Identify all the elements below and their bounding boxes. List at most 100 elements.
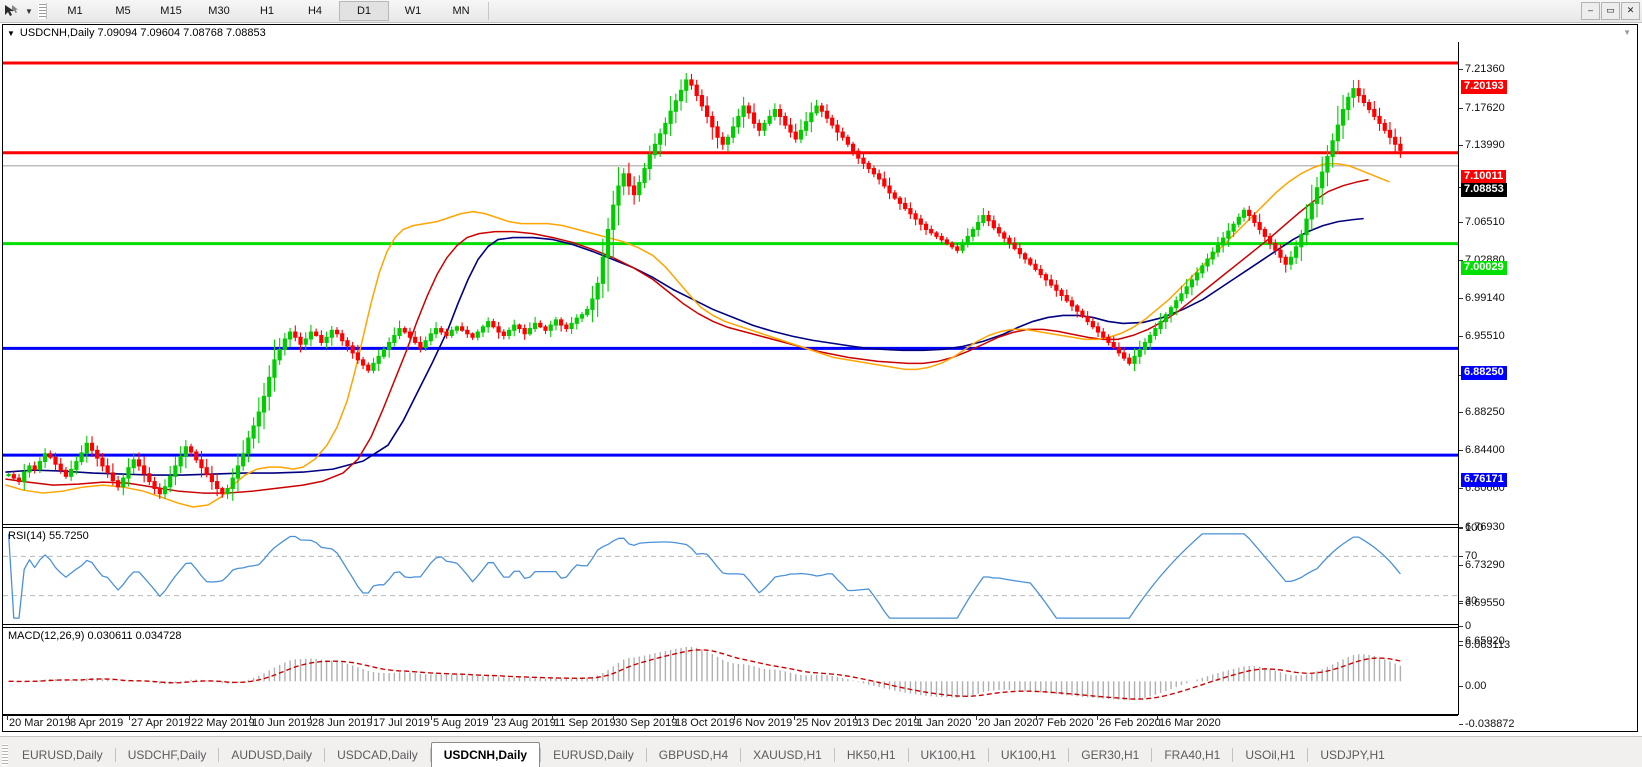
rsi-tick: 0: [1459, 620, 1471, 632]
candle-body: [220, 488, 225, 495]
candle-body: [350, 345, 355, 354]
crosshair-cursor-icon[interactable]: [0, 1, 22, 21]
candle-body: [616, 185, 621, 206]
timeframe-w1[interactable]: W1: [404, 5, 422, 17]
time-tick-mark: [431, 715, 432, 720]
candle-body: [605, 228, 611, 258]
candle-body: [376, 355, 381, 364]
chart-tab-usdchf-daily[interactable]: USDCHF,Daily: [127, 747, 207, 762]
price-scale[interactable]: 7.213607.176207.139907.100117.065107.028…: [1458, 42, 1637, 730]
maximize-button[interactable]: ▭: [1601, 2, 1620, 20]
close-button[interactable]: ✕: [1621, 2, 1640, 20]
chart-titlebar: ▼ USDCNH,Daily 7.09094 7.09604 7.08768 7…: [3, 25, 1637, 41]
candle-body: [1179, 293, 1184, 302]
tab-separator: [114, 748, 116, 762]
tab-separator: [1232, 748, 1234, 762]
candle-body: [527, 328, 532, 335]
candle-body: [1184, 286, 1189, 295]
candle-body: [856, 150, 861, 159]
candle-body: [704, 105, 710, 117]
candle-body: [496, 326, 501, 333]
time-tick-label: 1 Jan 2020: [917, 717, 972, 729]
candle-body: [69, 468, 74, 477]
timeframe-m30[interactable]: M30: [208, 5, 230, 17]
chevron-down-icon[interactable]: ▼: [25, 6, 33, 16]
support-level-label-688250[interactable]: 6.88250: [1461, 366, 1507, 380]
toolbar-grip[interactable]: [38, 3, 47, 19]
chart-tab-usdjpy-h1[interactable]: USDJPY,H1: [1320, 747, 1385, 762]
timeframe-h1[interactable]: H1: [259, 5, 275, 17]
candle-body: [1200, 265, 1205, 274]
triangle-down-icon[interactable]: ▼: [7, 28, 15, 38]
candle-body: [684, 79, 689, 91]
candle-body: [976, 221, 981, 230]
candle-body: [1168, 307, 1174, 316]
candle-body: [1299, 234, 1304, 248]
candle-body: [1007, 237, 1012, 244]
candle-body: [652, 143, 658, 156]
candle-body: [642, 168, 647, 183]
candle-body: [1226, 230, 1231, 239]
rsi-tick: 30: [1459, 595, 1477, 607]
tab-separator: [833, 748, 835, 762]
last-price-label[interactable]: 7.08853: [1461, 183, 1507, 197]
chart-tab-usdcad-daily[interactable]: USDCAD,Daily: [337, 747, 418, 762]
timeframe-m1[interactable]: M1: [67, 5, 83, 17]
triangle-down-small-icon[interactable]: ▼: [1623, 28, 1631, 37]
price-tick: 6.84400: [1459, 444, 1505, 456]
minimize-button[interactable]: –: [1581, 2, 1600, 20]
candle-body: [798, 129, 804, 140]
candle-body: [486, 321, 491, 328]
chart-tab-gbpusd-h4[interactable]: GBPUSD,H4: [658, 747, 729, 762]
candle-body: [1330, 140, 1335, 157]
chart-tab-eurusd-daily[interactable]: EURUSD,Daily: [553, 747, 634, 762]
timeframe-mn[interactable]: MN: [452, 5, 470, 17]
chart-tab-uk100-h1[interactable]: UK100,H1: [920, 747, 976, 762]
candle-body: [1382, 122, 1387, 131]
candle-body: [319, 335, 324, 343]
time-tick-mark: [7, 715, 8, 720]
candle-body: [731, 126, 736, 138]
candle-body: [1215, 244, 1221, 253]
time-tick-mark: [734, 715, 735, 720]
macd-pane[interactable]: MACD(12,26,9) 0.030611 0.034728: [3, 627, 1458, 715]
chart-tab-uk100-h1[interactable]: UK100,H1: [1000, 747, 1057, 762]
candle-body: [439, 328, 444, 333]
chart-tab-usdcnh-daily[interactable]: USDCNH,Daily: [430, 742, 541, 767]
time-tick-mark: [492, 715, 493, 720]
candle-body: [1163, 314, 1168, 323]
timeframe-m5[interactable]: M5: [115, 5, 131, 17]
chart-tab-fra40-h1[interactable]: FRA40,H1: [1164, 747, 1221, 762]
candlestick-series: [6, 73, 1403, 501]
price-pane[interactable]: [3, 42, 1458, 525]
chart-tab-audusd-daily[interactable]: AUDUSD,Daily: [231, 747, 313, 762]
price-tick: 6.76930: [1459, 521, 1505, 533]
chart-tab-hk50-h1[interactable]: HK50,H1: [846, 747, 896, 762]
resistance-level-label-720193[interactable]: 7.20193: [1461, 80, 1507, 94]
rsi-pane[interactable]: RSI(14) 55.7250: [3, 527, 1458, 625]
candle-body: [741, 105, 746, 117]
timeframe-h4[interactable]: H4: [307, 5, 323, 17]
macd-plot: [3, 628, 1458, 714]
time-tick-label: 11 Sep 2019: [554, 717, 616, 729]
pivot-level-label-700029[interactable]: 7.00029: [1461, 261, 1507, 275]
time-tick-mark: [794, 715, 795, 720]
candle-body: [1043, 274, 1049, 281]
chart-tab-ger30-h1[interactable]: GER30,H1: [1081, 747, 1140, 762]
time-scale[interactable]: 20 Mar 2019 8 Apr 2019 27 Apr 2019 22 May 2…: [3, 715, 1458, 731]
timeframe-d1[interactable]: D1: [339, 1, 389, 21]
candle-body: [981, 215, 986, 223]
chart-tab-xauusd-h1[interactable]: XAUUSD,H1: [753, 747, 822, 762]
candle-body: [1257, 221, 1262, 230]
timeframe-m15[interactable]: M15: [160, 5, 182, 17]
chart-tab-usoil-h1[interactable]: USOil,H1: [1245, 747, 1296, 762]
chart-tab-eurusd-daily[interactable]: EURUSD,Daily: [22, 747, 103, 762]
candle-body: [824, 110, 830, 119]
candle-body: [1231, 223, 1236, 232]
candle-body: [84, 442, 89, 454]
candle-body: [1174, 300, 1179, 309]
support-level-label-676171[interactable]: 6.76171: [1461, 473, 1507, 487]
tabbar-grip[interactable]: [2, 744, 8, 766]
time-tick-mark: [855, 715, 856, 720]
resistance-level-label-710011[interactable]: 7.10011: [1461, 170, 1507, 184]
